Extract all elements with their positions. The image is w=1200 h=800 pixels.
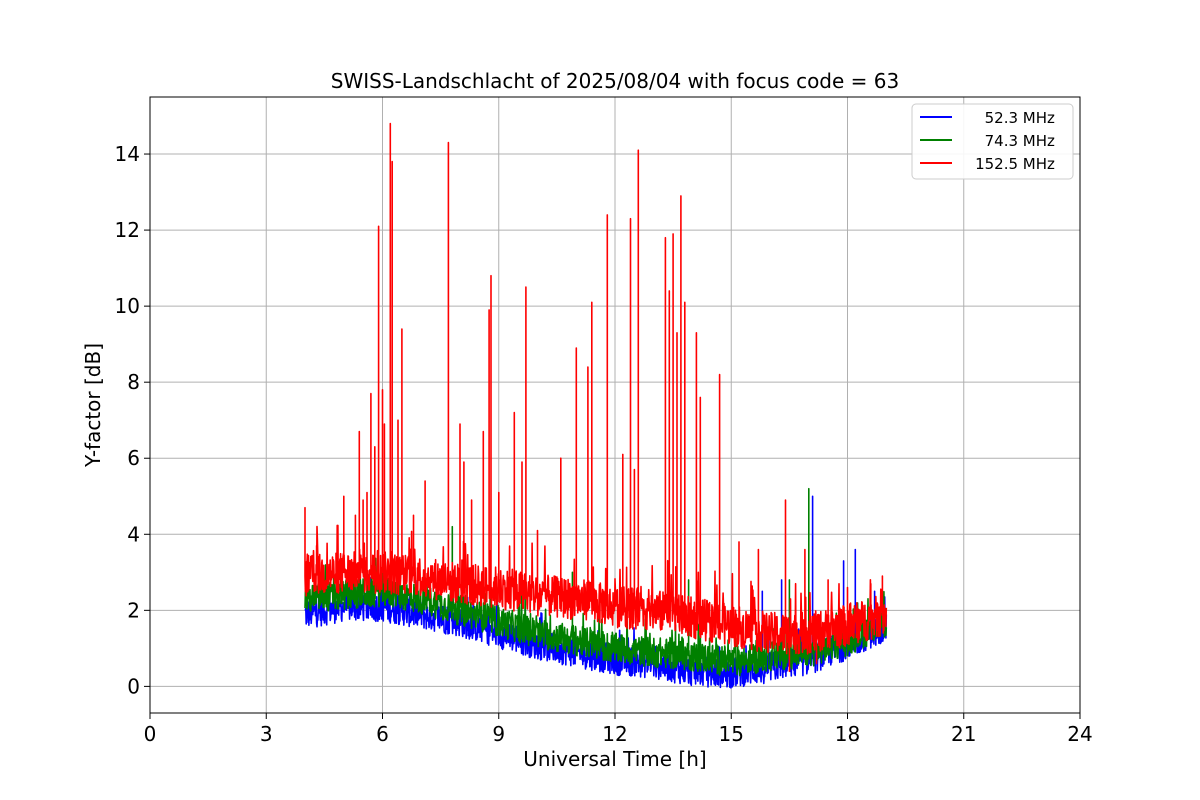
series-layer [304,122,888,689]
legend: 52.3 MHz 74.3 MHz 152.5 MHz [911,103,1074,180]
y-tick-label: 14 [115,142,140,166]
legend-label-152mhz: 152.5 MHz [975,155,1055,173]
x-tick-label: 9 [492,722,505,746]
y-tick-label: 6 [127,446,140,470]
x-tick-label: 24 [1067,722,1092,746]
x-tick-label: 15 [719,722,744,746]
y-tick-label: 10 [115,294,140,318]
y-axis-ticks: 0 2 4 6 8 10 12 14 [115,142,150,698]
y-tick-label: 12 [115,218,140,242]
x-axis-ticks: 0 3 6 9 12 15 18 21 24 [144,713,1093,746]
x-tick-label: 21 [951,722,976,746]
x-tick-label: 12 [602,722,627,746]
series-line-2 [304,122,888,672]
y-tick-label: 4 [127,522,140,546]
x-tick-label: 0 [144,722,157,746]
y-axis-label: Y-factor [dB] [81,343,105,468]
x-tick-label: 6 [376,722,389,746]
x-tick-label: 3 [260,722,273,746]
x-axis-label: Universal Time [h] [523,747,706,771]
x-tick-label: 18 [835,722,860,746]
legend-label-52mhz: 52.3 MHz [975,109,1055,127]
y-tick-label: 0 [127,674,140,698]
grid-lines [149,97,1081,713]
y-tick-label: 2 [127,598,140,622]
legend-label-74mhz: 74.3 MHz [975,132,1055,150]
chart-title: SWISS-Landschlacht of 2025/08/04 with fo… [331,69,899,93]
y-tick-label: 8 [127,370,140,394]
legend-box [911,103,1074,180]
